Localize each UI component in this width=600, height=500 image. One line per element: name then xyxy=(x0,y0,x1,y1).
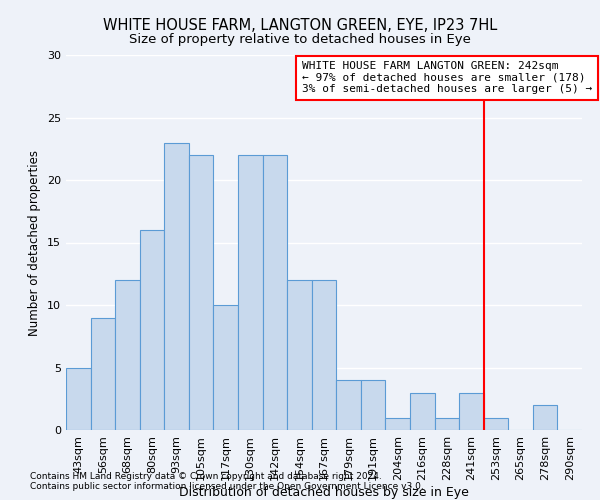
Bar xyxy=(287,280,312,430)
Bar xyxy=(66,368,91,430)
Bar xyxy=(238,155,263,430)
Text: Contains HM Land Registry data © Crown copyright and database right 2024.: Contains HM Land Registry data © Crown c… xyxy=(30,472,382,481)
Bar xyxy=(263,155,287,430)
Bar xyxy=(410,392,434,430)
Bar xyxy=(434,418,459,430)
Bar xyxy=(115,280,140,430)
Text: Size of property relative to detached houses in Eye: Size of property relative to detached ho… xyxy=(129,32,471,46)
Y-axis label: Number of detached properties: Number of detached properties xyxy=(28,150,41,336)
Bar xyxy=(361,380,385,430)
Bar xyxy=(336,380,361,430)
Bar xyxy=(459,392,484,430)
Text: WHITE HOUSE FARM, LANGTON GREEN, EYE, IP23 7HL: WHITE HOUSE FARM, LANGTON GREEN, EYE, IP… xyxy=(103,18,497,32)
Bar xyxy=(533,405,557,430)
Bar xyxy=(189,155,214,430)
Bar xyxy=(164,142,189,430)
Bar xyxy=(385,418,410,430)
Bar xyxy=(140,230,164,430)
Bar xyxy=(484,418,508,430)
Text: Contains public sector information licensed under the Open Government Licence v3: Contains public sector information licen… xyxy=(30,482,424,491)
Text: WHITE HOUSE FARM LANGTON GREEN: 242sqm
← 97% of detached houses are smaller (178: WHITE HOUSE FARM LANGTON GREEN: 242sqm ←… xyxy=(302,61,592,94)
Bar xyxy=(91,318,115,430)
Bar xyxy=(312,280,336,430)
X-axis label: Distribution of detached houses by size in Eye: Distribution of detached houses by size … xyxy=(179,486,469,498)
Bar xyxy=(214,305,238,430)
